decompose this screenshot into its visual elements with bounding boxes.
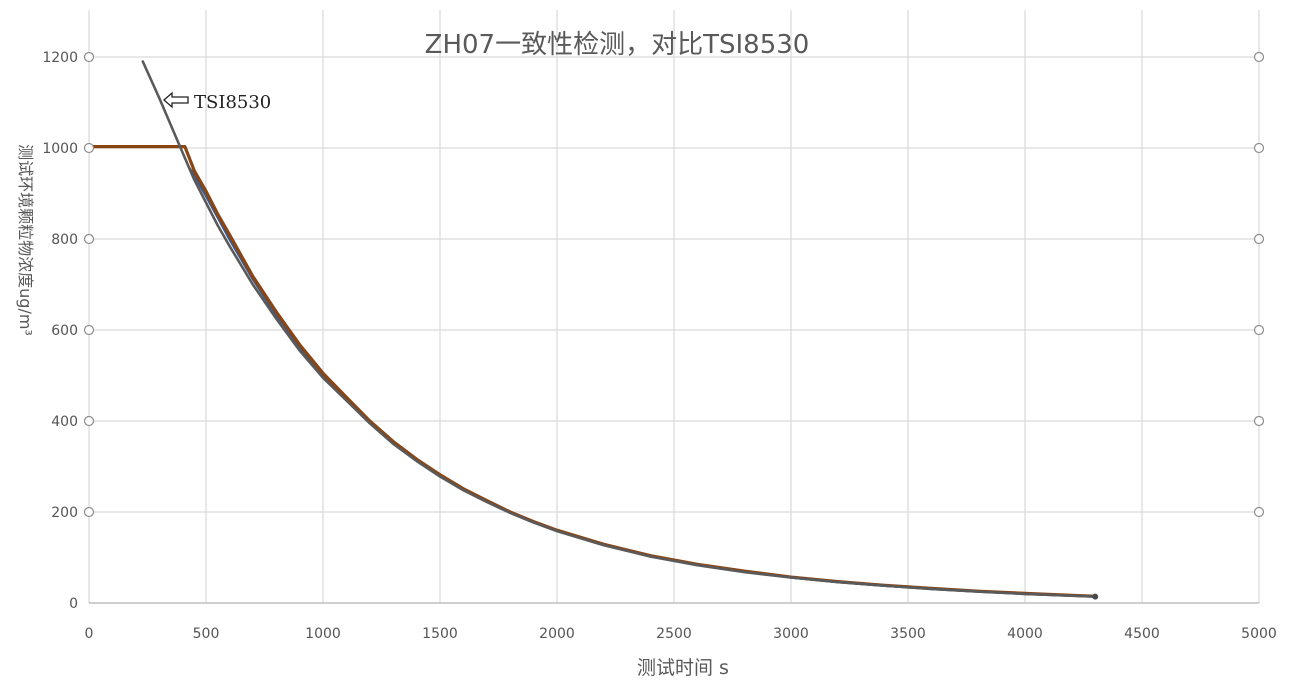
right-axis-marker <box>1253 324 1265 336</box>
right-axis-marker <box>1253 506 1265 518</box>
y-axis-marker <box>83 415 95 427</box>
x-tick-label: 500 <box>193 626 220 642</box>
x-tick-label: 4000 <box>1007 626 1043 642</box>
y-tick-label: 0 <box>69 596 78 612</box>
x-tick-label: 5000 <box>1241 626 1277 642</box>
series-end-point <box>1092 593 1099 600</box>
x-tick-label: 2500 <box>656 626 692 642</box>
x-tick-label: 1500 <box>422 626 458 642</box>
y-tick-label: 1000 <box>42 141 78 157</box>
series-line-0 <box>141 60 1097 598</box>
y-axis-marker <box>83 324 95 336</box>
right-axis-marker <box>1253 142 1265 154</box>
y-axis-marker <box>83 233 95 245</box>
gridlines <box>88 10 1260 603</box>
right-axis-marker <box>1253 51 1265 63</box>
y-tick-label: 200 <box>51 505 78 521</box>
series-layer <box>87 60 1099 600</box>
y-axis-label: 测试环境颗粒物浓度ug/m³ <box>16 144 35 336</box>
x-tick-label: 0 <box>85 626 94 642</box>
x-tick-label: 1000 <box>305 626 341 642</box>
right-axis-marker <box>1253 415 1265 427</box>
right-axis-markers <box>83 51 1265 518</box>
arrow-left-icon <box>163 91 189 109</box>
series-line-1 <box>87 145 1097 598</box>
right-axis-marker <box>1253 233 1265 245</box>
y-tick-label: 600 <box>51 323 78 339</box>
y-tick-label: 400 <box>51 414 78 430</box>
annotation-tsi8530: TSI8530 <box>163 91 271 113</box>
series-line-2 <box>188 167 1097 598</box>
x-tick-label: 4500 <box>1124 626 1160 642</box>
x-axis-label: 测试时间 s <box>637 657 729 679</box>
annotation-label: TSI8530 <box>194 92 271 113</box>
x-tick-label: 2000 <box>539 626 575 642</box>
tick-labels: 0 500 1000 1500 2000 2500 3000 3500 4000 4500 5000… <box>42 50 1276 642</box>
y-tick-label: 800 <box>51 232 78 248</box>
x-tick-label: 3000 <box>773 626 809 642</box>
x-tick-label: 3500 <box>890 626 926 642</box>
y-axis-marker <box>83 142 95 154</box>
chart-title: ZH07一致性检测，对比TSI8530 <box>425 30 810 60</box>
y-tick-label: 1200 <box>42 50 78 66</box>
y-axis-marker <box>83 506 95 518</box>
y-axis-marker <box>83 51 95 63</box>
